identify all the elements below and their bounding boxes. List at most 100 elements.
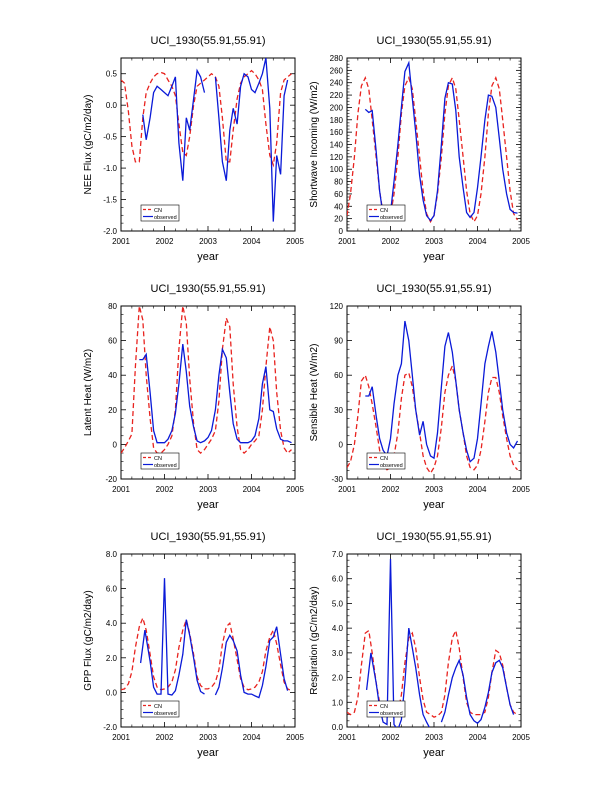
chart-title: UCI_1930(55.91,55.91) xyxy=(377,531,492,543)
x-tick-label: 2002 xyxy=(156,485,174,494)
x-tick-label: 2001 xyxy=(338,485,356,494)
y-tick-label: 4.0 xyxy=(106,619,118,628)
y-tick-label: -20 xyxy=(105,475,117,484)
x-tick-label: 2005 xyxy=(286,733,304,742)
x-axis-label: year xyxy=(423,747,445,759)
y-tick-label: -30 xyxy=(331,475,343,484)
chart-title: UCI_1930(55.91,55.91) xyxy=(151,35,266,47)
legend-label-observed: observed xyxy=(154,711,177,717)
x-tick-label: 2004 xyxy=(469,733,487,742)
y-axis-label: Sensible Heat (W/m2) xyxy=(309,344,320,442)
legend-label-observed: observed xyxy=(380,711,403,717)
y-tick-label: 80 xyxy=(334,178,343,187)
y-tick-label: 8.0 xyxy=(106,550,118,559)
legend-label-observed: observed xyxy=(380,463,403,469)
legend-label-cn: CN xyxy=(380,704,388,710)
chart-title: UCI_1930(55.91,55.91) xyxy=(377,35,492,47)
x-axis-label: year xyxy=(197,251,219,263)
x-tick-label: 2003 xyxy=(425,485,443,494)
y-tick-label: 0.0 xyxy=(106,101,118,110)
x-tick-label: 2002 xyxy=(382,485,400,494)
y-tick-label: 0.0 xyxy=(332,723,344,732)
chart-panel-3: UCI_1930(55.91,55.91)2001 2002 2003 2004 200… xyxy=(83,283,304,511)
y-axis-label: GPP Flux (gC/m2/day) xyxy=(83,590,94,690)
series-line-cn xyxy=(121,306,292,455)
x-tick-label: 2004 xyxy=(469,485,487,494)
series-line-cn xyxy=(347,76,519,224)
y-tick-label: 160 xyxy=(330,128,344,137)
y-tick-label: 20 xyxy=(334,215,343,224)
y-tick-label: 0.5 xyxy=(106,70,118,79)
series-line-cn xyxy=(121,615,292,692)
y-tick-label: 2.0 xyxy=(332,674,344,683)
x-tick-label: 2001 xyxy=(112,733,130,742)
y-axis-label: Latent Heat (W/m2) xyxy=(83,349,94,436)
series-line-observed xyxy=(139,344,292,444)
series-line-observed xyxy=(139,578,205,696)
x-tick-label: 2002 xyxy=(382,237,400,246)
x-tick-label: 2003 xyxy=(425,733,443,742)
x-tick-label: 2003 xyxy=(199,237,217,246)
y-tick-label: 280 xyxy=(330,54,344,63)
y-axis-label: Shortwave Incoming (W/m2) xyxy=(309,81,320,207)
x-tick-label: 2003 xyxy=(199,485,217,494)
legend-label-observed: observed xyxy=(380,215,403,221)
legend-label-cn: CN xyxy=(380,456,388,462)
x-tick-label: 2001 xyxy=(338,237,356,246)
series-line-observed xyxy=(440,658,515,725)
y-tick-label: 0 xyxy=(339,227,344,236)
y-tick-label: 30 xyxy=(334,406,343,415)
x-axis-label: year xyxy=(197,499,219,511)
y-tick-label: 60 xyxy=(334,190,343,199)
x-tick-label: 2002 xyxy=(156,237,174,246)
x-tick-label: 2004 xyxy=(243,237,261,246)
chart-title: UCI_1930(55.91,55.91) xyxy=(377,283,492,295)
y-tick-label: 3.0 xyxy=(332,649,344,658)
y-tick-label: 40 xyxy=(108,371,117,380)
y-tick-label: 120 xyxy=(330,153,344,162)
y-tick-label: 260 xyxy=(330,66,344,75)
x-tick-label: 2001 xyxy=(112,237,130,246)
x-tick-label: 2005 xyxy=(512,485,530,494)
legend-label-cn: CN xyxy=(154,456,162,462)
x-tick-label: 2003 xyxy=(199,733,217,742)
y-tick-label: 40 xyxy=(334,202,343,211)
y-tick-label: 2.0 xyxy=(106,654,118,663)
y-tick-label: 140 xyxy=(330,141,344,150)
y-tick-label: -2.0 xyxy=(103,227,117,236)
y-tick-label: 1.0 xyxy=(332,698,344,707)
y-tick-label: 180 xyxy=(330,116,344,125)
y-tick-label: 0.0 xyxy=(106,688,118,697)
y-tick-label: 60 xyxy=(108,337,117,346)
series-line-observed xyxy=(214,626,289,699)
x-tick-label: 2005 xyxy=(286,485,304,494)
series-line-observed xyxy=(364,60,518,222)
x-axis-label: year xyxy=(423,499,445,511)
x-tick-label: 2002 xyxy=(156,733,174,742)
y-tick-label: 120 xyxy=(330,302,344,311)
y-tick-label: 20 xyxy=(108,406,117,415)
x-tick-label: 2004 xyxy=(469,237,487,246)
legend-label-cn: CN xyxy=(380,208,388,214)
x-tick-label: 2004 xyxy=(243,485,261,494)
series-line-observed xyxy=(365,320,519,463)
y-tick-label: 60 xyxy=(334,371,343,380)
chart-panel-5: UCI_1930(55.91,55.91) 2001 2002 2003 2004 200… xyxy=(83,531,304,759)
legend-label-cn: CN xyxy=(154,704,162,710)
y-tick-label: 6.0 xyxy=(332,575,344,584)
chart-panel-1: UCI_1930(55.91,55.91) 2001 2002 2003 2004 200… xyxy=(83,35,304,263)
y-tick-label: 220 xyxy=(330,91,344,100)
y-tick-label: -0.5 xyxy=(103,133,117,142)
x-axis-label: year xyxy=(197,747,219,759)
y-tick-label: 0 xyxy=(339,440,344,449)
y-tick-label: 100 xyxy=(330,165,344,174)
y-tick-label: -1.5 xyxy=(103,196,117,205)
x-tick-label: 2003 xyxy=(425,237,443,246)
y-tick-label: 240 xyxy=(330,79,344,88)
